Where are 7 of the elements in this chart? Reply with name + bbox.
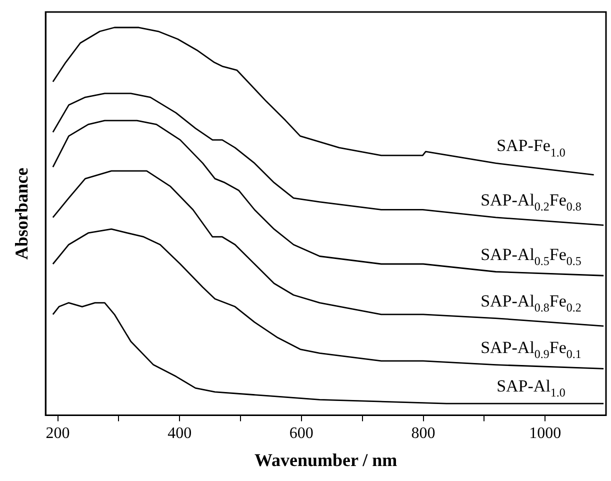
x-tick-label: 1000 [529,425,562,442]
x-tick-label: 800 [411,425,436,442]
x-tick-label: 400 [168,425,192,442]
x-tick-label: 200 [46,425,70,442]
x-axis-title: Wavenumber / nm [254,450,398,470]
x-tick-label: 600 [289,425,314,442]
y-axis-title: Absorbance [11,168,32,260]
